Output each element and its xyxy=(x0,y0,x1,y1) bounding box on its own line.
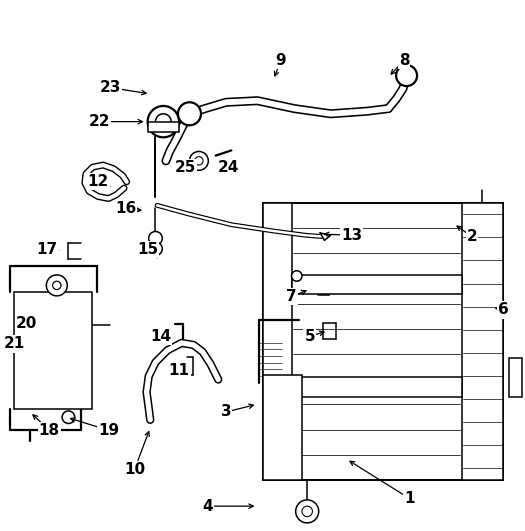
Circle shape xyxy=(302,506,312,517)
Text: 15: 15 xyxy=(137,242,158,258)
Circle shape xyxy=(511,374,519,381)
Circle shape xyxy=(195,157,203,165)
Circle shape xyxy=(155,114,171,130)
Circle shape xyxy=(148,106,179,138)
Circle shape xyxy=(178,108,188,119)
Text: 25: 25 xyxy=(175,160,196,175)
Text: 13: 13 xyxy=(341,228,362,243)
Text: 19: 19 xyxy=(98,423,119,438)
Bar xyxy=(509,358,522,397)
Text: 3: 3 xyxy=(221,405,232,419)
Text: 18: 18 xyxy=(39,423,60,438)
Bar xyxy=(461,203,503,480)
Text: 1: 1 xyxy=(404,491,414,506)
Bar xyxy=(148,122,179,132)
Text: 12: 12 xyxy=(87,174,109,189)
Text: 6: 6 xyxy=(498,303,509,318)
Text: 7: 7 xyxy=(286,289,297,304)
Text: 10: 10 xyxy=(124,462,145,477)
Text: 17: 17 xyxy=(37,242,58,258)
Circle shape xyxy=(52,281,61,289)
Circle shape xyxy=(396,65,417,86)
Circle shape xyxy=(149,242,162,255)
Text: 21: 21 xyxy=(4,337,25,352)
Text: 2: 2 xyxy=(467,229,477,244)
Bar xyxy=(291,275,461,294)
Bar xyxy=(291,378,461,397)
Text: 8: 8 xyxy=(398,53,410,68)
Text: 14: 14 xyxy=(150,329,171,344)
Circle shape xyxy=(190,151,208,170)
Bar xyxy=(14,292,92,409)
Bar xyxy=(262,203,503,480)
Text: 9: 9 xyxy=(276,53,286,68)
Text: 5: 5 xyxy=(304,329,315,344)
Bar xyxy=(262,375,302,480)
Circle shape xyxy=(46,275,67,296)
Circle shape xyxy=(291,271,302,281)
Bar xyxy=(262,203,291,480)
Text: 22: 22 xyxy=(89,114,110,129)
Text: 23: 23 xyxy=(99,80,121,95)
Text: 4: 4 xyxy=(203,499,213,513)
Text: 11: 11 xyxy=(169,363,190,378)
Circle shape xyxy=(178,102,201,125)
Circle shape xyxy=(296,500,319,523)
Text: 20: 20 xyxy=(16,315,37,330)
Polygon shape xyxy=(320,233,331,241)
Circle shape xyxy=(149,232,162,245)
Text: 24: 24 xyxy=(218,160,239,175)
Text: 16: 16 xyxy=(115,201,136,217)
Circle shape xyxy=(62,411,75,424)
